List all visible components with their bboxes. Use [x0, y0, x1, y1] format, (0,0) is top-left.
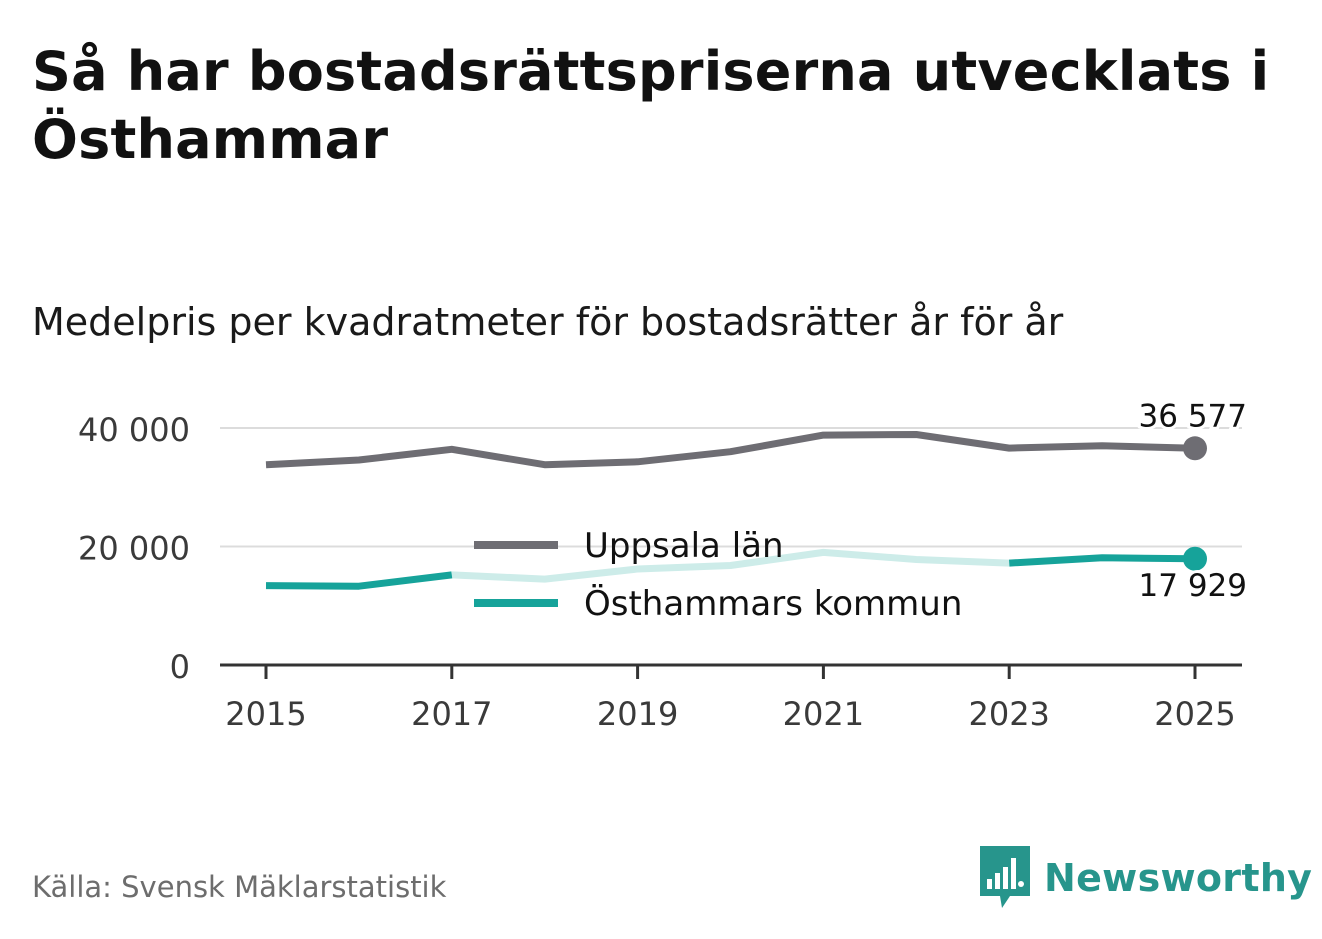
legend-label-uppsala-län: Uppsala län [584, 526, 784, 566]
series-layer [265, 431, 1207, 590]
newsworthy-icon [980, 846, 1030, 908]
label-layer: 36 577 17 929 [1136, 395, 1250, 606]
axis-layer: 0 20 000 40 000 2015 2017 2019 2021 2023 2025 [78, 411, 1242, 733]
legend-label-östhammars-kommun: Östhammars kommun [584, 583, 962, 624]
source-note: Källa: Svensk Mäklarstatistik [32, 870, 447, 904]
x-tick-label: 2019 [597, 695, 678, 733]
x-tick-label: 2017 [411, 695, 492, 733]
line-chart: 0 20 000 40 000 2015 2017 2019 2021 2023 2025 36… [78, 395, 1250, 733]
chart-title: Så har bostadsrättspriserna utvecklats i… [32, 40, 1270, 171]
end-point-östhammars-kommun [1183, 546, 1207, 571]
y-tick-label: 20 000 [78, 530, 190, 568]
x-tick-label: 2015 [225, 695, 306, 733]
x-tick-label: 2021 [783, 695, 864, 733]
legend: Uppsala län Östhammars kommun [474, 526, 962, 624]
y-tick-label: 0 [170, 648, 190, 686]
y-tick-label: 40 000 [78, 411, 190, 449]
chart-subtitle: Medelpris per kvadratmeter för bostadsrä… [32, 300, 1064, 344]
x-tick-label: 2025 [1154, 695, 1235, 733]
end-label-östhammars-kommun: 17 929 [1139, 568, 1247, 604]
series-line-östhammars-kommun-solid-end [1009, 554, 1196, 567]
end-label-uppsala-län: 36 577 [1139, 398, 1247, 434]
series-line-östhammars-kommun-faded [451, 548, 1010, 583]
series-line-uppsala-län [265, 431, 1196, 469]
grid-layer [220, 427, 1242, 548]
x-tick-label: 2023 [968, 695, 1049, 733]
brand-name: Newsworthy [1044, 856, 1313, 900]
series-line-östhammars-kommun-solid-start [265, 571, 453, 590]
end-point-uppsala-län [1183, 436, 1207, 461]
brand-logo[interactable]: Newsworthy [980, 846, 1312, 910]
